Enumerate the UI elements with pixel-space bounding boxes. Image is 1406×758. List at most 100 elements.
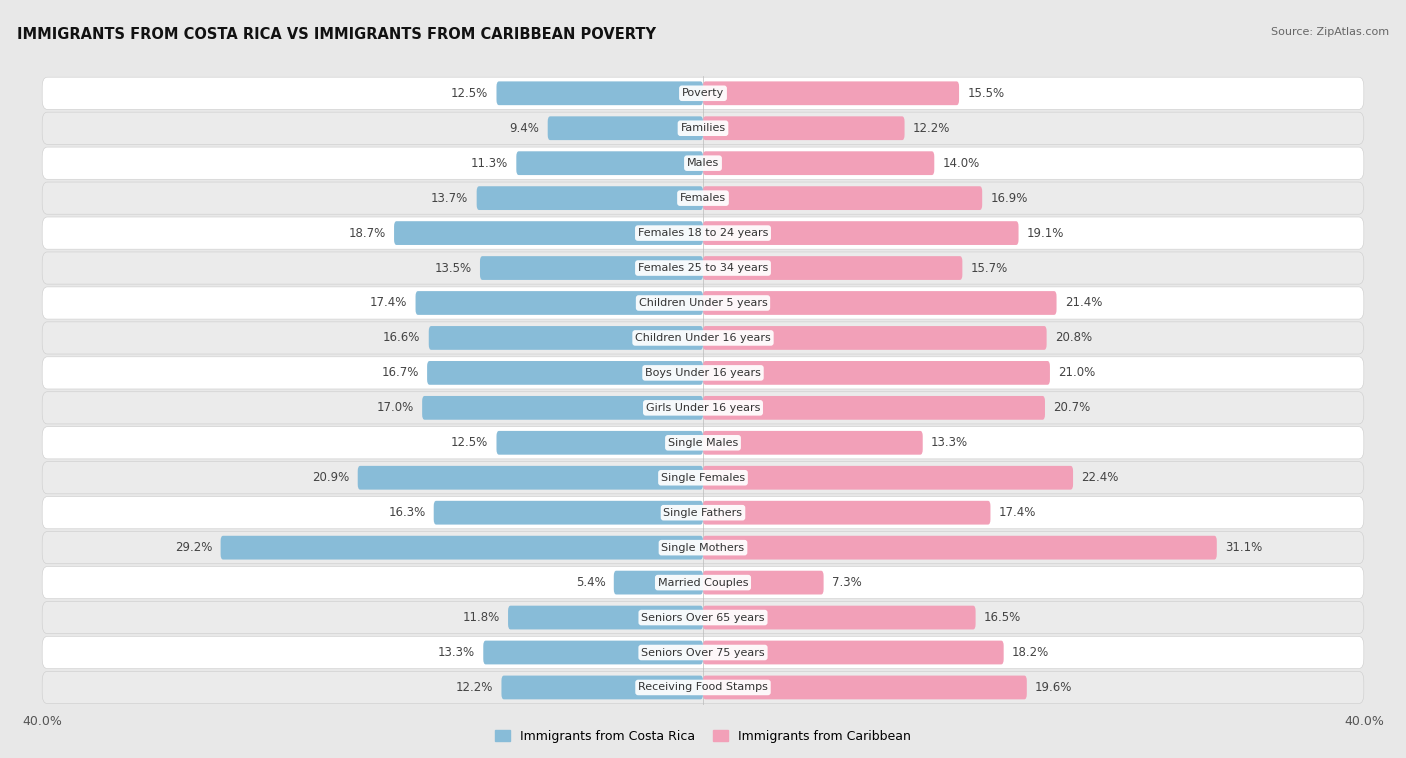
Text: Single Females: Single Females: [661, 473, 745, 483]
FancyBboxPatch shape: [357, 466, 703, 490]
FancyBboxPatch shape: [703, 536, 1216, 559]
Text: 7.3%: 7.3%: [832, 576, 862, 589]
FancyBboxPatch shape: [703, 256, 962, 280]
FancyBboxPatch shape: [614, 571, 703, 594]
Text: Seniors Over 75 years: Seniors Over 75 years: [641, 647, 765, 657]
FancyBboxPatch shape: [502, 675, 703, 700]
FancyBboxPatch shape: [42, 637, 1364, 669]
FancyBboxPatch shape: [42, 322, 1364, 354]
Text: 18.7%: 18.7%: [349, 227, 385, 240]
Text: Single Mothers: Single Mothers: [661, 543, 745, 553]
FancyBboxPatch shape: [42, 672, 1364, 703]
Text: Males: Males: [688, 158, 718, 168]
Text: IMMIGRANTS FROM COSTA RICA VS IMMIGRANTS FROM CARIBBEAN POVERTY: IMMIGRANTS FROM COSTA RICA VS IMMIGRANTS…: [17, 27, 655, 42]
Text: Single Males: Single Males: [668, 438, 738, 448]
Text: Families: Families: [681, 124, 725, 133]
Text: 15.5%: 15.5%: [967, 86, 1004, 100]
FancyBboxPatch shape: [508, 606, 703, 629]
Text: Girls Under 16 years: Girls Under 16 years: [645, 402, 761, 413]
Text: Females 18 to 24 years: Females 18 to 24 years: [638, 228, 768, 238]
Text: Boys Under 16 years: Boys Under 16 years: [645, 368, 761, 378]
FancyBboxPatch shape: [42, 77, 1364, 109]
FancyBboxPatch shape: [42, 392, 1364, 424]
Text: 11.8%: 11.8%: [463, 611, 499, 624]
FancyBboxPatch shape: [496, 81, 703, 105]
Text: 16.5%: 16.5%: [984, 611, 1021, 624]
FancyBboxPatch shape: [427, 361, 703, 385]
Text: 17.4%: 17.4%: [370, 296, 408, 309]
Text: 16.3%: 16.3%: [388, 506, 426, 519]
FancyBboxPatch shape: [703, 221, 1018, 245]
FancyBboxPatch shape: [42, 602, 1364, 634]
Text: 9.4%: 9.4%: [509, 122, 540, 135]
FancyBboxPatch shape: [42, 531, 1364, 564]
Text: 12.5%: 12.5%: [451, 86, 488, 100]
Text: 17.4%: 17.4%: [998, 506, 1036, 519]
Text: 18.2%: 18.2%: [1012, 646, 1049, 659]
Text: 19.6%: 19.6%: [1035, 681, 1073, 694]
Text: Seniors Over 65 years: Seniors Over 65 years: [641, 612, 765, 622]
Text: 13.3%: 13.3%: [437, 646, 475, 659]
FancyBboxPatch shape: [703, 361, 1050, 385]
Text: 16.7%: 16.7%: [381, 366, 419, 380]
Legend: Immigrants from Costa Rica, Immigrants from Caribbean: Immigrants from Costa Rica, Immigrants f…: [495, 730, 911, 743]
FancyBboxPatch shape: [42, 566, 1364, 599]
Text: Females: Females: [681, 193, 725, 203]
Text: 29.2%: 29.2%: [174, 541, 212, 554]
FancyBboxPatch shape: [703, 431, 922, 455]
Text: Children Under 16 years: Children Under 16 years: [636, 333, 770, 343]
FancyBboxPatch shape: [703, 675, 1026, 700]
FancyBboxPatch shape: [703, 606, 976, 629]
Text: 14.0%: 14.0%: [942, 157, 980, 170]
Text: 31.1%: 31.1%: [1225, 541, 1263, 554]
FancyBboxPatch shape: [703, 396, 1045, 420]
Text: 16.9%: 16.9%: [990, 192, 1028, 205]
FancyBboxPatch shape: [703, 641, 1004, 665]
Text: 21.0%: 21.0%: [1059, 366, 1095, 380]
FancyBboxPatch shape: [42, 357, 1364, 389]
FancyBboxPatch shape: [703, 116, 904, 140]
Text: 13.7%: 13.7%: [432, 192, 468, 205]
Text: 12.2%: 12.2%: [456, 681, 494, 694]
Text: 12.2%: 12.2%: [912, 122, 950, 135]
Text: Receiving Food Stamps: Receiving Food Stamps: [638, 682, 768, 693]
Text: Poverty: Poverty: [682, 88, 724, 99]
Text: 21.4%: 21.4%: [1064, 296, 1102, 309]
FancyBboxPatch shape: [221, 536, 703, 559]
Text: Single Fathers: Single Fathers: [664, 508, 742, 518]
Text: Females 25 to 34 years: Females 25 to 34 years: [638, 263, 768, 273]
Text: 11.3%: 11.3%: [471, 157, 508, 170]
FancyBboxPatch shape: [42, 496, 1364, 529]
FancyBboxPatch shape: [42, 112, 1364, 144]
Text: 17.0%: 17.0%: [377, 401, 413, 415]
FancyBboxPatch shape: [42, 462, 1364, 493]
Text: 5.4%: 5.4%: [576, 576, 606, 589]
Text: Source: ZipAtlas.com: Source: ZipAtlas.com: [1271, 27, 1389, 36]
FancyBboxPatch shape: [496, 431, 703, 455]
Text: 19.1%: 19.1%: [1026, 227, 1064, 240]
Text: Children Under 5 years: Children Under 5 years: [638, 298, 768, 308]
FancyBboxPatch shape: [42, 427, 1364, 459]
FancyBboxPatch shape: [42, 252, 1364, 284]
FancyBboxPatch shape: [548, 116, 703, 140]
Text: 13.3%: 13.3%: [931, 437, 969, 449]
FancyBboxPatch shape: [433, 501, 703, 525]
FancyBboxPatch shape: [42, 287, 1364, 319]
Text: 20.7%: 20.7%: [1053, 401, 1091, 415]
FancyBboxPatch shape: [516, 152, 703, 175]
FancyBboxPatch shape: [703, 81, 959, 105]
FancyBboxPatch shape: [703, 152, 934, 175]
FancyBboxPatch shape: [42, 147, 1364, 179]
Text: 13.5%: 13.5%: [434, 262, 471, 274]
Text: Married Couples: Married Couples: [658, 578, 748, 587]
Text: 22.4%: 22.4%: [1081, 471, 1119, 484]
FancyBboxPatch shape: [703, 186, 983, 210]
FancyBboxPatch shape: [703, 291, 1056, 315]
Text: 15.7%: 15.7%: [970, 262, 1008, 274]
Text: 20.8%: 20.8%: [1054, 331, 1092, 344]
FancyBboxPatch shape: [422, 396, 703, 420]
FancyBboxPatch shape: [703, 571, 824, 594]
FancyBboxPatch shape: [394, 221, 703, 245]
FancyBboxPatch shape: [703, 501, 990, 525]
FancyBboxPatch shape: [429, 326, 703, 350]
